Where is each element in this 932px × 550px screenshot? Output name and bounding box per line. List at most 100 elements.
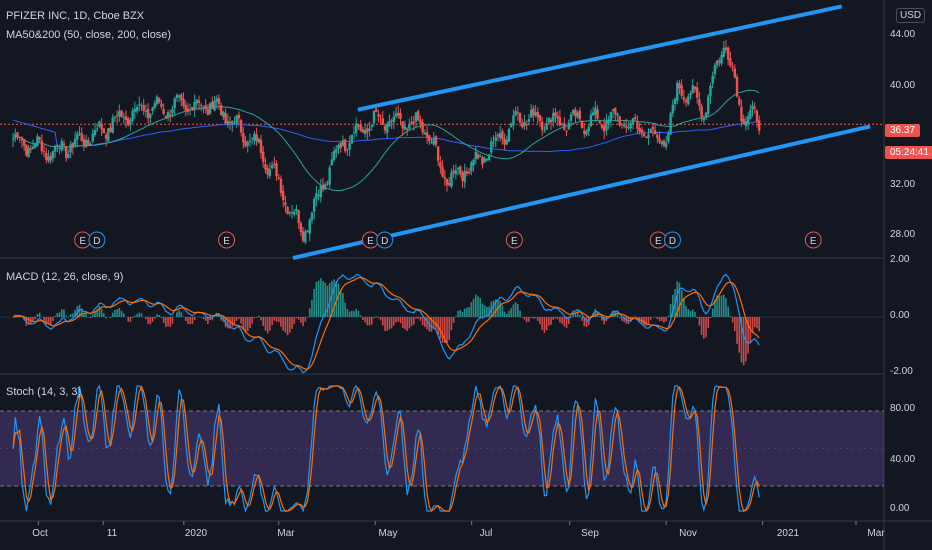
candle — [370, 125, 373, 128]
candle — [182, 98, 185, 106]
stoch-indicator-label[interactable]: Stoch (14, 3, 3) — [6, 386, 82, 398]
candle — [102, 128, 106, 134]
candle — [295, 208, 298, 212]
candle — [596, 109, 599, 119]
candle — [687, 96, 690, 105]
candle — [58, 148, 61, 150]
candle — [450, 172, 453, 187]
candle — [704, 112, 708, 118]
macd-indicator-label[interactable]: MACD (12, 26, close, 9) — [6, 271, 124, 283]
candle — [36, 136, 39, 146]
candle — [226, 120, 230, 126]
candle — [501, 130, 504, 140]
candle — [239, 120, 243, 133]
candle — [290, 212, 294, 214]
earnings-marker-label: E — [367, 236, 374, 247]
candle — [467, 171, 471, 174]
candle — [352, 132, 356, 134]
candle — [525, 123, 528, 125]
candle — [669, 113, 672, 135]
candle — [662, 140, 666, 146]
candle — [34, 143, 37, 148]
candle — [434, 136, 438, 145]
dividend-marker — [376, 231, 394, 249]
candle — [69, 144, 72, 153]
candle — [443, 176, 446, 179]
candle — [253, 133, 256, 141]
ma-indicator-label[interactable]: MA50&200 (50, close, 200, close) — [6, 29, 172, 41]
candle — [618, 116, 621, 126]
candle — [286, 206, 289, 215]
candle — [547, 117, 551, 123]
candle — [76, 133, 79, 140]
candle — [476, 154, 480, 159]
candle — [363, 129, 367, 134]
price-tick: 40.00 — [890, 80, 916, 91]
candle — [237, 114, 241, 119]
candle — [572, 109, 575, 114]
candle — [144, 110, 148, 112]
chart-title: PFIZER INC, 1D, Cboe BZX — [6, 10, 145, 22]
candle — [470, 162, 473, 172]
candle — [350, 134, 354, 144]
candle — [359, 124, 362, 131]
candle — [556, 115, 559, 119]
dividend-marker-label: D — [381, 236, 388, 247]
candle — [425, 132, 429, 137]
candle — [454, 170, 458, 175]
candle — [401, 121, 404, 129]
candle — [465, 171, 469, 174]
candle — [343, 139, 347, 152]
candle — [399, 112, 402, 119]
candle — [691, 85, 694, 94]
candle — [673, 98, 677, 105]
candle — [233, 122, 236, 124]
candle — [224, 113, 227, 124]
candle — [155, 96, 159, 105]
earnings-marker — [804, 231, 822, 249]
candle — [206, 109, 210, 115]
price-tick: 28.00 — [890, 229, 916, 240]
candle — [11, 139, 15, 141]
candle — [609, 112, 613, 122]
candle — [270, 165, 274, 169]
candle — [726, 47, 730, 60]
candle — [304, 231, 307, 243]
currency-badge[interactable]: USD — [896, 8, 926, 23]
candle — [133, 108, 137, 112]
candle — [82, 139, 86, 147]
price-tick: 44.00 — [890, 29, 916, 40]
time-tick: Oct — [32, 528, 48, 539]
candle — [625, 125, 628, 128]
candle — [149, 113, 152, 118]
candle — [545, 123, 548, 130]
candle — [217, 98, 221, 105]
candle — [171, 108, 174, 114]
candle — [124, 116, 128, 121]
candle — [585, 130, 588, 135]
candle — [507, 128, 511, 142]
candle — [481, 156, 484, 165]
candle — [707, 96, 710, 114]
candle — [527, 118, 531, 122]
candle — [184, 105, 187, 111]
candle — [49, 155, 52, 161]
candle — [755, 110, 759, 123]
candle — [164, 116, 168, 118]
candle — [403, 126, 407, 130]
candle — [306, 230, 309, 233]
candle — [622, 124, 626, 127]
candle — [569, 114, 573, 121]
candle — [341, 140, 345, 147]
candle — [414, 112, 418, 122]
candle — [729, 58, 732, 66]
ma200-line — [12, 119, 760, 152]
candle — [326, 182, 329, 184]
candle — [180, 94, 183, 101]
earnings-marker-label: E — [223, 236, 230, 247]
candle — [118, 111, 121, 117]
candle — [219, 104, 223, 116]
candle — [529, 109, 533, 118]
candle — [16, 132, 19, 138]
